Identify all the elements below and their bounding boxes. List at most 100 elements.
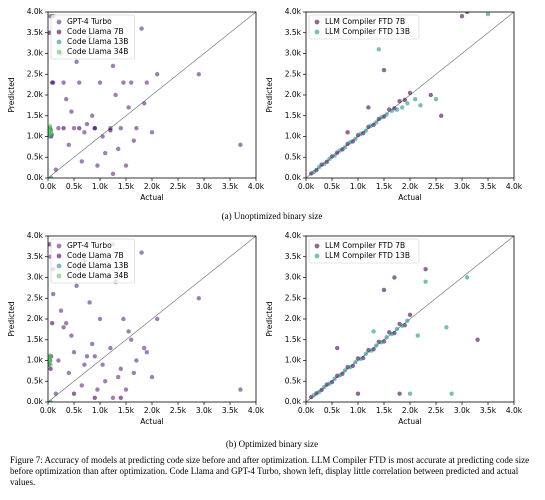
point xyxy=(118,366,124,371)
y-tick-label: 3.0k xyxy=(285,49,302,58)
point xyxy=(77,80,82,85)
point xyxy=(397,99,402,104)
point xyxy=(108,128,113,133)
x-tick-label: 0.0k xyxy=(298,406,315,415)
x-tick-label: 2.5k xyxy=(170,182,187,191)
x-axis-label: Actual xyxy=(140,417,164,426)
point xyxy=(77,126,82,131)
point xyxy=(113,92,118,98)
point xyxy=(126,105,131,110)
y-tick-label: 3.5k xyxy=(285,252,302,261)
point xyxy=(449,391,454,396)
point xyxy=(327,381,332,386)
legend-label: LLM Compiler FTD 13B xyxy=(325,27,410,36)
x-tick-label: 3.5k xyxy=(222,182,239,191)
point xyxy=(53,391,58,396)
point xyxy=(116,146,121,152)
point xyxy=(444,325,449,330)
point xyxy=(82,362,87,367)
point xyxy=(355,391,361,396)
point xyxy=(345,130,350,135)
point xyxy=(348,140,353,145)
point xyxy=(56,126,61,131)
point xyxy=(121,316,126,322)
point xyxy=(384,112,389,117)
legend-marker xyxy=(56,273,62,279)
point xyxy=(155,72,160,77)
y-tick-label: 3.5k xyxy=(27,252,44,261)
point xyxy=(108,345,113,351)
legend-label: Code Llama 34B xyxy=(67,47,128,56)
point xyxy=(348,364,353,370)
points xyxy=(48,12,256,178)
point xyxy=(66,142,72,147)
point xyxy=(110,171,116,177)
point xyxy=(48,129,54,134)
point xyxy=(92,354,98,359)
y-tick-label: 2.5k xyxy=(285,69,302,78)
point xyxy=(48,362,53,367)
y-tick-label: 1.5k xyxy=(27,335,44,344)
point xyxy=(53,167,58,172)
y-tick-label: 3.0k xyxy=(27,49,44,58)
point xyxy=(116,374,121,380)
point xyxy=(311,169,316,175)
point xyxy=(363,128,368,133)
point xyxy=(74,59,79,64)
y-tick-label: 2.5k xyxy=(285,293,302,302)
point xyxy=(379,115,384,120)
legend-box xyxy=(50,14,135,60)
point xyxy=(238,387,243,392)
point xyxy=(103,150,108,156)
point xyxy=(100,134,105,139)
point xyxy=(92,395,98,401)
y-tick-label: 2.0k xyxy=(285,314,302,323)
point xyxy=(92,126,98,131)
point xyxy=(134,126,139,131)
y-tick-label: 0.0k xyxy=(285,173,302,182)
x-tick-label: 2.0k xyxy=(402,182,419,191)
legend-label: Code Llama 13B xyxy=(67,37,128,46)
point xyxy=(316,389,322,395)
point xyxy=(465,12,470,15)
x-tick-label: 3.0k xyxy=(454,182,471,191)
y-tick-label: 3.5k xyxy=(285,28,302,37)
point xyxy=(405,318,410,323)
legend-marker xyxy=(314,29,320,35)
point xyxy=(97,80,103,85)
axes-frame xyxy=(305,11,515,179)
identity-line xyxy=(48,12,256,178)
point xyxy=(61,126,66,131)
y-tick-label: 3.0k xyxy=(285,273,302,282)
point xyxy=(428,92,433,98)
y-tick-label: 3.5k xyxy=(27,28,44,37)
point xyxy=(316,165,322,170)
legend-label: LLM Compiler FTD 7B xyxy=(325,17,405,26)
subcaption: (b) Optimized binary size xyxy=(226,439,318,449)
legend-label: Code Llama 7B xyxy=(67,27,124,36)
x-tick-label: 0.0k xyxy=(40,406,57,415)
x-tick-label: 0.5k xyxy=(324,406,341,415)
point xyxy=(100,362,105,367)
y-tick-label: 2.0k xyxy=(27,90,44,99)
x-tick-label: 4.0k xyxy=(506,182,523,191)
legend-marker xyxy=(56,29,62,35)
plot-area xyxy=(306,12,514,178)
point xyxy=(142,101,147,106)
point xyxy=(58,308,64,313)
y-tick-label: 1.5k xyxy=(285,335,302,344)
legend-label: Code Llama 7B xyxy=(67,251,124,260)
y-tick-label: 4.0k xyxy=(27,231,44,240)
point xyxy=(389,108,394,113)
point xyxy=(322,161,327,167)
axes-frame xyxy=(305,235,515,403)
point xyxy=(48,353,53,358)
point xyxy=(48,366,53,371)
legend-label: GPT-4 Turbo xyxy=(67,241,112,250)
point xyxy=(61,80,66,85)
x-tick-label: 2.0k xyxy=(144,182,161,191)
point xyxy=(400,323,405,328)
point xyxy=(144,350,149,355)
point xyxy=(103,379,108,384)
y-tick-label: 0.0k xyxy=(285,397,302,406)
